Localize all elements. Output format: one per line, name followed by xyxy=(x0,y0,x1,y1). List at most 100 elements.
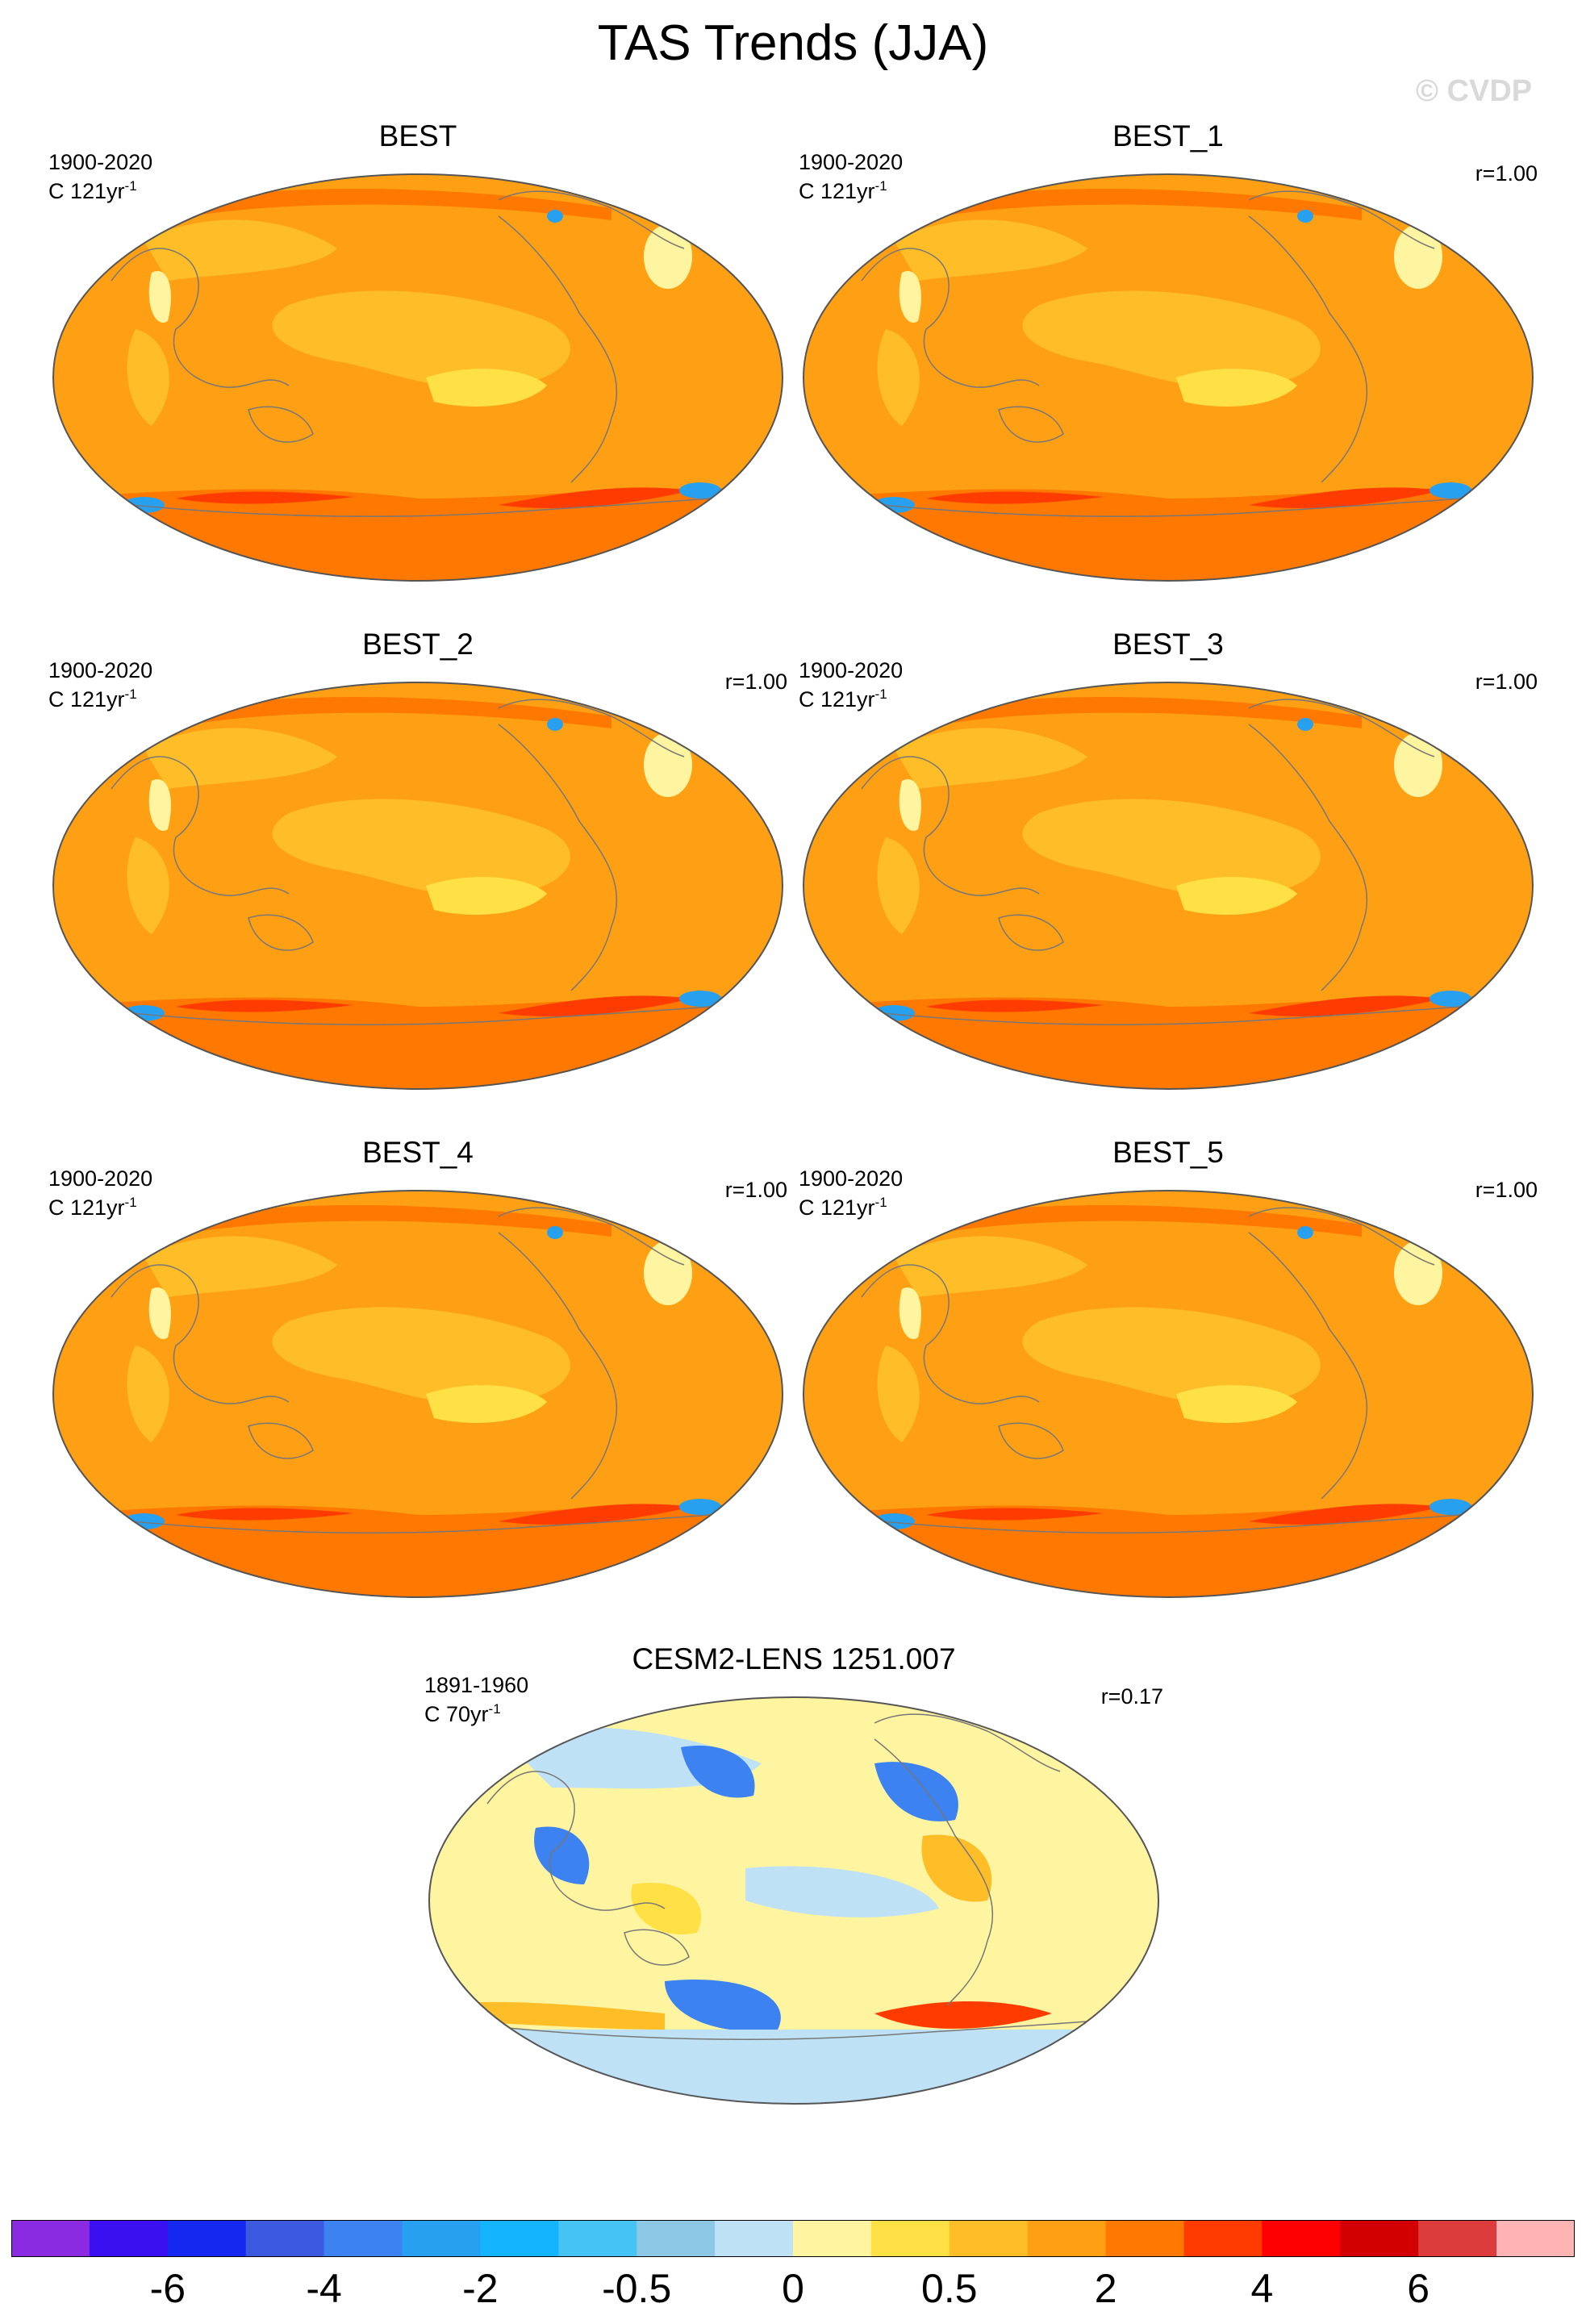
coastline-americas xyxy=(498,1232,618,1500)
coastline-arctic xyxy=(498,1207,685,1266)
colorbar-swatch xyxy=(11,2220,90,2257)
map-field xyxy=(53,1191,783,1597)
map-svg xyxy=(428,1696,1159,2105)
coastline-arctic xyxy=(874,1713,1061,1772)
india-region xyxy=(148,271,171,323)
cool-patch-asia-south xyxy=(534,1826,590,1884)
coastline-arctic xyxy=(498,190,685,249)
pattern-correlation: r=1.00 xyxy=(1475,1178,1538,1202)
panel-period: 1900-2020 C 121yr-1 xyxy=(48,658,152,711)
greenland-region xyxy=(644,224,692,289)
antarctic-red-band xyxy=(176,999,353,1012)
trend-units: C 70yr-1 xyxy=(424,1701,501,1726)
trend-units: C 121yr-1 xyxy=(799,1195,887,1220)
colorbar-swatch xyxy=(167,2220,247,2257)
colorbar-swatch xyxy=(1027,2220,1107,2257)
trend-units-exponent: -1 xyxy=(874,1195,887,1210)
coastline-asia xyxy=(486,1771,666,1911)
map-svg xyxy=(803,682,1534,1090)
coastline-australia xyxy=(998,1422,1064,1459)
colorbar-border xyxy=(11,2220,1575,2257)
coastline-americas xyxy=(874,1738,994,2006)
east-pacific-region xyxy=(426,369,547,407)
trend-units-exponent: -1 xyxy=(874,178,887,194)
pattern-correlation: r=1.00 xyxy=(1475,670,1538,694)
colorbar-swatch xyxy=(558,2220,637,2257)
map-panel: CESM2-LENS 1251.007 1891-1960 C 70yr-1 r=0.… xyxy=(423,1642,1165,2105)
trend-units: C 121yr-1 xyxy=(48,686,137,711)
colorbar-label: 2 xyxy=(1094,2266,1117,2311)
tropical-pacific-region xyxy=(1022,1307,1321,1404)
trend-units: C 121yr-1 xyxy=(48,1195,137,1220)
coastline-arctic xyxy=(1248,699,1435,757)
map-panel: BEST_2 1900-2020 C 121yr-1 r=1.00 xyxy=(47,628,789,1090)
antarctic-red-band-east xyxy=(499,995,692,1016)
coastline-asia xyxy=(861,756,1040,896)
greenland-region xyxy=(644,732,692,797)
north-pacific-region xyxy=(894,219,1087,281)
panel-title: BEST_1 xyxy=(1112,119,1224,152)
map-svg xyxy=(52,1190,783,1598)
map-panel: BEST_3 1900-2020 C 121yr-1 r=1.00 xyxy=(797,628,1539,1090)
panel-title: BEST_2 xyxy=(362,628,474,661)
pattern-correlation: r=0.17 xyxy=(1100,1684,1163,1709)
panel-period: 1900-2020 C 121yr-1 xyxy=(48,150,152,203)
period-years: 1900-2020 xyxy=(48,658,153,682)
figure-title: TAS Trends (JJA) xyxy=(597,15,989,71)
trend-units: C 121yr-1 xyxy=(799,178,887,203)
coastline-americas xyxy=(498,724,618,991)
map-field xyxy=(429,1697,1158,2104)
colorbar-label: 4 xyxy=(1250,2266,1274,2311)
north-pacific-region xyxy=(894,728,1087,789)
colorbar-label: -2 xyxy=(462,2266,499,2311)
pattern-correlation: r=1.00 xyxy=(1475,161,1538,186)
panel-title: BEST_5 xyxy=(1112,1136,1224,1169)
map-svg xyxy=(803,173,1534,582)
tropical-pacific-region xyxy=(1022,799,1321,896)
coastline-arctic xyxy=(1248,1207,1435,1266)
coastline-asia xyxy=(111,756,290,896)
map-svg xyxy=(52,173,783,582)
map-svg xyxy=(803,1190,1534,1598)
map-panel: BEST_5 1900-2020 C 121yr-1 r=1.00 xyxy=(797,1136,1539,1598)
panel-title: CESM2-LENS 1251.007 xyxy=(632,1642,956,1675)
coastline-asia xyxy=(861,248,1040,388)
panel-period: 1891-1960 C 70yr-1 xyxy=(424,1673,528,1726)
warm-patch-south-america xyxy=(921,1834,992,1902)
map-field xyxy=(803,1191,1533,1597)
map-field xyxy=(803,174,1533,581)
period-years: 1900-2020 xyxy=(48,150,153,174)
coastline-americas xyxy=(498,215,618,483)
antarctic-red-band-east xyxy=(499,1504,692,1525)
colorbar-swatch xyxy=(1340,2220,1419,2257)
india-region xyxy=(899,271,921,323)
east-pacific-region xyxy=(426,877,547,915)
coastline-arctic xyxy=(1248,190,1435,249)
panel-title: BEST_3 xyxy=(1112,628,1224,661)
india-region xyxy=(899,1287,921,1339)
tropical-pacific-region xyxy=(272,1307,570,1404)
colorbar-swatch xyxy=(1496,2220,1576,2257)
coastline-australia xyxy=(624,1929,690,1966)
antarctic-blue-patch-east xyxy=(1429,482,1471,499)
colorbar-swatch xyxy=(402,2220,481,2257)
coastline-australia xyxy=(998,406,1064,443)
colorbar-label: 0 xyxy=(782,2266,804,2311)
coastline-asia xyxy=(111,248,290,388)
map-svg xyxy=(52,682,783,1090)
antarctic-red-band xyxy=(926,999,1104,1012)
map-outline xyxy=(803,1190,1534,1598)
greenland-region xyxy=(1394,732,1442,797)
period-years: 1900-2020 xyxy=(799,1166,904,1191)
period-years: 1900-2020 xyxy=(799,150,904,174)
panel-period: 1900-2020 C 121yr-1 xyxy=(799,150,903,203)
east-pacific-region xyxy=(1176,369,1297,407)
period-years: 1900-2020 xyxy=(799,658,904,682)
panel-period: 1900-2020 C 121yr-1 xyxy=(799,1166,903,1220)
antarctic-cool-band xyxy=(429,2030,1158,2104)
trend-units-exponent: -1 xyxy=(124,686,137,702)
colorbar-swatch xyxy=(245,2220,325,2257)
trend-units-exponent: -1 xyxy=(488,1701,501,1717)
map-field xyxy=(53,682,783,1089)
colorbar-label: 0.5 xyxy=(921,2266,978,2311)
